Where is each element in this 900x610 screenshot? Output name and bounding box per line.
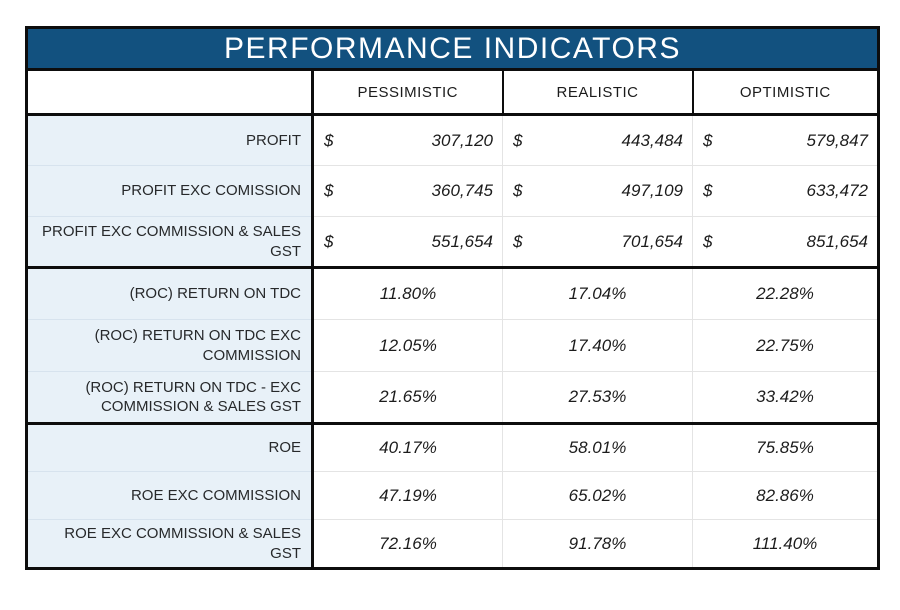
currency-symbol: $ bbox=[324, 130, 334, 150]
row-label: (ROC) RETURN ON TDC - EXC COMMISSION & S… bbox=[26, 371, 314, 425]
table-row-roc-return-on-tdc-exc-commission: (ROC) RETURN ON TDC EXC COMMISSION 12.05… bbox=[26, 319, 879, 372]
currency-symbol: $ bbox=[513, 231, 523, 251]
value-cell: $551,654 bbox=[312, 216, 503, 269]
column-header-row: PESSIMISTIC REALISTIC OPTIMISTIC bbox=[26, 69, 879, 116]
currency-symbol: $ bbox=[703, 181, 713, 200]
currency-symbol: $ bbox=[703, 231, 713, 251]
currency-symbol: $ bbox=[324, 181, 334, 200]
table-row-roc-return-on-tdc: (ROC) RETURN ON TDC 11.80% 17.04% 22.28% bbox=[26, 267, 879, 320]
value-cell: 75.85% bbox=[692, 423, 879, 472]
value-cell: 65.02% bbox=[502, 471, 693, 520]
table-title: PERFORMANCE INDICATORS bbox=[224, 31, 681, 65]
currency-value: 497,109 bbox=[621, 181, 683, 200]
value-cell: 22.75% bbox=[692, 319, 879, 372]
table-row-roe: ROE 40.17% 58.01% 75.85% bbox=[26, 423, 879, 472]
column-header-realistic: REALISTIC bbox=[501, 69, 693, 116]
table-row-roe-exc-commission-sales-gst: ROE EXC COMMISSION & SALES GST 72.16% 91… bbox=[26, 519, 879, 569]
table-row-roe-exc-commission: ROE EXC COMMISSION 47.19% 65.02% 82.86% bbox=[26, 471, 879, 520]
value-cell: $360,745 bbox=[312, 165, 503, 217]
value-cell: $579,847 bbox=[692, 114, 879, 166]
column-header-pessimistic: PESSIMISTIC bbox=[311, 69, 503, 116]
value-cell: $443,484 bbox=[502, 114, 693, 166]
row-label: PROFIT EXC COMMISSION & SALES GST bbox=[26, 216, 314, 269]
value-cell: $701,654 bbox=[502, 216, 693, 269]
value-cell: 11.80% bbox=[312, 267, 503, 320]
currency-value: 633,472 bbox=[806, 181, 868, 200]
row-label: (ROC) RETURN ON TDC EXC COMMISSION bbox=[26, 319, 314, 372]
value-cell: $307,120 bbox=[312, 114, 503, 166]
value-cell: 17.40% bbox=[502, 319, 693, 372]
value-cell: 40.17% bbox=[312, 423, 503, 472]
currency-symbol: $ bbox=[513, 181, 523, 200]
row-label: ROE EXC COMMISSION bbox=[26, 471, 314, 520]
value-cell: 82.86% bbox=[692, 471, 879, 520]
title-row: PERFORMANCE INDICATORS bbox=[26, 27, 879, 71]
value-cell: $633,472 bbox=[692, 165, 879, 217]
value-cell: 33.42% bbox=[692, 371, 879, 425]
table-row-profit-exc-commission-sales-gst: PROFIT EXC COMMISSION & SALES GST $551,6… bbox=[26, 216, 879, 269]
currency-value: 851,654 bbox=[806, 231, 868, 251]
row-label: PROFIT bbox=[26, 114, 314, 166]
value-cell: 12.05% bbox=[312, 319, 503, 372]
value-cell: 27.53% bbox=[502, 371, 693, 425]
currency-value: 551,654 bbox=[431, 231, 493, 251]
value-cell: 21.65% bbox=[312, 371, 503, 425]
table-row-roc-return-on-tdc-exc-commission-sales-gst: (ROC) RETURN ON TDC - EXC COMMISSION & S… bbox=[26, 371, 879, 425]
value-cell: $497,109 bbox=[502, 165, 693, 217]
currency-symbol: $ bbox=[703, 130, 713, 150]
table-row-profit-exc-comission: PROFIT EXC COMISSION $360,745 $497,109 $… bbox=[26, 165, 879, 217]
value-cell: 111.40% bbox=[692, 519, 879, 569]
value-cell: 58.01% bbox=[502, 423, 693, 472]
table-row-profit: PROFIT $307,120 $443,484 $579,847 bbox=[26, 114, 879, 166]
currency-symbol: $ bbox=[324, 231, 334, 251]
currency-symbol: $ bbox=[513, 130, 523, 150]
row-label: ROE EXC COMMISSION & SALES GST bbox=[26, 519, 314, 569]
value-cell: 47.19% bbox=[312, 471, 503, 520]
row-label: ROE bbox=[26, 423, 314, 472]
column-header-optimistic: OPTIMISTIC bbox=[691, 69, 879, 116]
row-label: PROFIT EXC COMISSION bbox=[26, 165, 314, 217]
currency-value: 443,484 bbox=[621, 130, 683, 150]
currency-value: 307,120 bbox=[431, 130, 493, 150]
value-cell: 91.78% bbox=[502, 519, 693, 569]
currency-value: 701,654 bbox=[621, 231, 683, 251]
row-label: (ROC) RETURN ON TDC bbox=[26, 267, 314, 320]
value-cell: 72.16% bbox=[312, 519, 503, 569]
performance-indicators-table: PERFORMANCE INDICATORS PESSIMISTIC REALI… bbox=[25, 26, 880, 570]
currency-value: 360,745 bbox=[431, 181, 493, 200]
table-title-bar: PERFORMANCE INDICATORS bbox=[26, 27, 879, 71]
value-cell: 22.28% bbox=[692, 267, 879, 320]
corner-cell bbox=[26, 69, 314, 116]
value-cell: $851,654 bbox=[692, 216, 879, 269]
currency-value: 579,847 bbox=[806, 130, 868, 150]
value-cell: 17.04% bbox=[502, 267, 693, 320]
